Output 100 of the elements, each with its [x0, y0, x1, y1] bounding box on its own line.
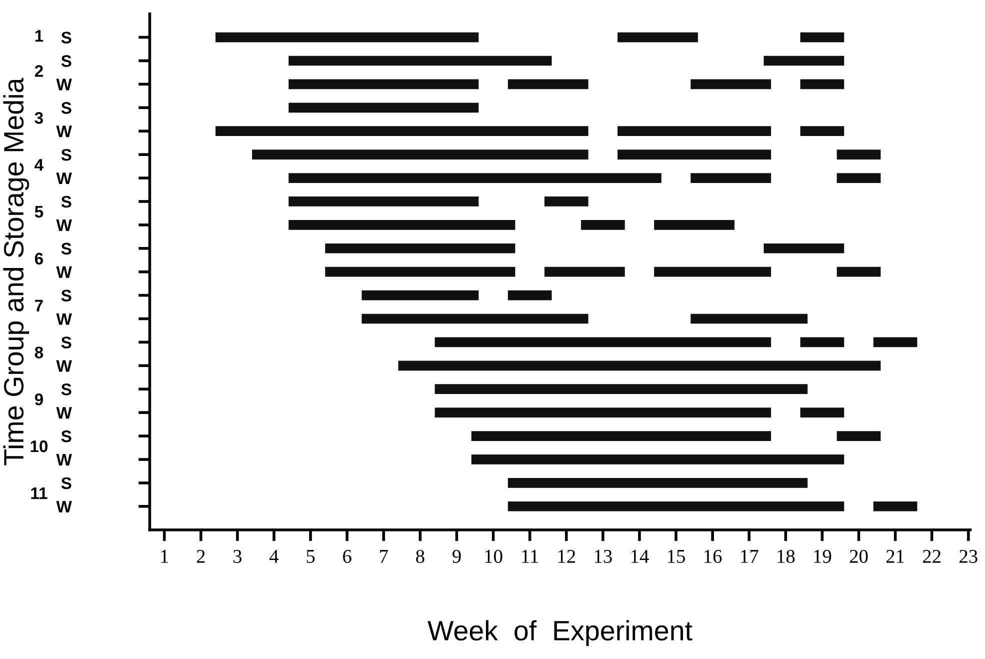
bar — [362, 314, 588, 324]
bar — [471, 431, 772, 441]
bar — [800, 408, 844, 418]
bar — [836, 431, 881, 441]
y-tick-label: S — [61, 102, 72, 114]
text: 6 — [34, 252, 43, 265]
x-tick-label: 4 — [270, 550, 279, 563]
bar — [288, 220, 516, 230]
bar — [288, 79, 479, 90]
bar — [325, 243, 516, 254]
text: 2 — [34, 65, 43, 77]
bar — [252, 150, 588, 160]
bar — [508, 501, 844, 512]
x-tick-label: 3 — [234, 550, 242, 563]
bar — [544, 266, 625, 277]
bar — [362, 290, 479, 300]
y-tick-label: S — [61, 430, 72, 442]
y-tick-label: W — [56, 126, 72, 138]
x-tick-label: 19 — [814, 550, 832, 563]
x-tick-label: 13 — [594, 550, 612, 563]
x-tick-label: 7 — [380, 550, 388, 563]
bar — [434, 337, 772, 348]
y-tick-label: W — [56, 313, 72, 325]
text: 3 — [34, 112, 43, 124]
x-tick-label: 10 — [485, 550, 502, 563]
y-tick-label: W — [56, 220, 72, 231]
bar — [288, 173, 662, 183]
x-tick-label: 20 — [850, 550, 868, 563]
x-tick-label: 1 — [161, 550, 168, 563]
y-tick-label: S — [61, 55, 72, 67]
text: 7 — [35, 300, 43, 312]
text: 8 — [34, 346, 44, 358]
bar — [800, 79, 844, 90]
y-tick-label: W — [56, 500, 72, 512]
y-tick-label: S — [61, 477, 72, 490]
text: 10 — [30, 440, 48, 452]
y-tick-label: S — [61, 290, 72, 302]
bar — [288, 102, 479, 113]
text: 11 — [31, 488, 48, 499]
y-tick-label: W — [56, 78, 72, 90]
y-tick-label: W — [56, 360, 72, 372]
bar — [764, 243, 844, 254]
x-tick-label: 15 — [668, 550, 685, 563]
bar — [873, 501, 918, 512]
bar — [836, 173, 881, 183]
x-tick-label: 12 — [558, 550, 576, 563]
bar — [398, 360, 881, 371]
bar — [836, 266, 881, 277]
text: 9 — [34, 394, 43, 406]
bar — [544, 196, 588, 206]
bar — [618, 126, 772, 136]
bar — [654, 266, 772, 277]
bar — [434, 384, 808, 394]
bar — [654, 220, 734, 230]
x-tick-label: 5 — [306, 550, 315, 563]
bar — [764, 56, 844, 66]
y-tick-label: S — [61, 32, 72, 44]
bar — [508, 290, 552, 300]
bar — [580, 220, 625, 230]
y-tick-label: W — [56, 266, 72, 278]
x-tick-label: 11 — [522, 550, 538, 563]
bar — [800, 32, 844, 42]
bar — [434, 408, 772, 418]
y-tick-label: W — [56, 407, 72, 419]
y-tick-label: S — [61, 242, 72, 255]
text: 1 — [35, 30, 44, 42]
bar — [690, 79, 772, 90]
x-tick-label: 17 — [741, 550, 758, 563]
bar — [836, 150, 881, 160]
x-tick-label: 16 — [704, 550, 722, 563]
bar — [508, 478, 808, 488]
x-tick-label: 21 — [886, 550, 904, 563]
y-tick-label: W — [56, 172, 72, 184]
x-tick-label: 9 — [452, 550, 461, 563]
bar — [800, 126, 844, 136]
text: 5 — [34, 206, 44, 218]
bar — [873, 337, 918, 348]
bar — [471, 454, 844, 464]
y-tick-label: S — [61, 196, 72, 208]
bar — [690, 314, 808, 324]
x-tick-label: 18 — [778, 550, 795, 563]
bar — [508, 79, 588, 90]
x-tick-label: 22 — [922, 550, 940, 563]
bar — [618, 32, 698, 42]
y-tick-label: W — [56, 454, 72, 466]
bar — [216, 32, 479, 42]
x-tick-label: 2 — [196, 550, 205, 563]
text: 4 — [34, 159, 44, 171]
y-axis-title: Time Group and Storage Media — [3, 78, 30, 466]
bar — [325, 266, 516, 277]
bar — [288, 196, 479, 206]
x-tick-label: 6 — [343, 550, 352, 563]
y-tick-label: S — [61, 336, 72, 348]
bar — [690, 173, 772, 183]
bar — [618, 150, 772, 160]
bar — [288, 56, 552, 66]
x-axis-title: Week of Experiment — [428, 620, 692, 646]
bar — [216, 126, 588, 136]
bar — [800, 337, 844, 348]
y-tick-label: S — [61, 148, 72, 161]
